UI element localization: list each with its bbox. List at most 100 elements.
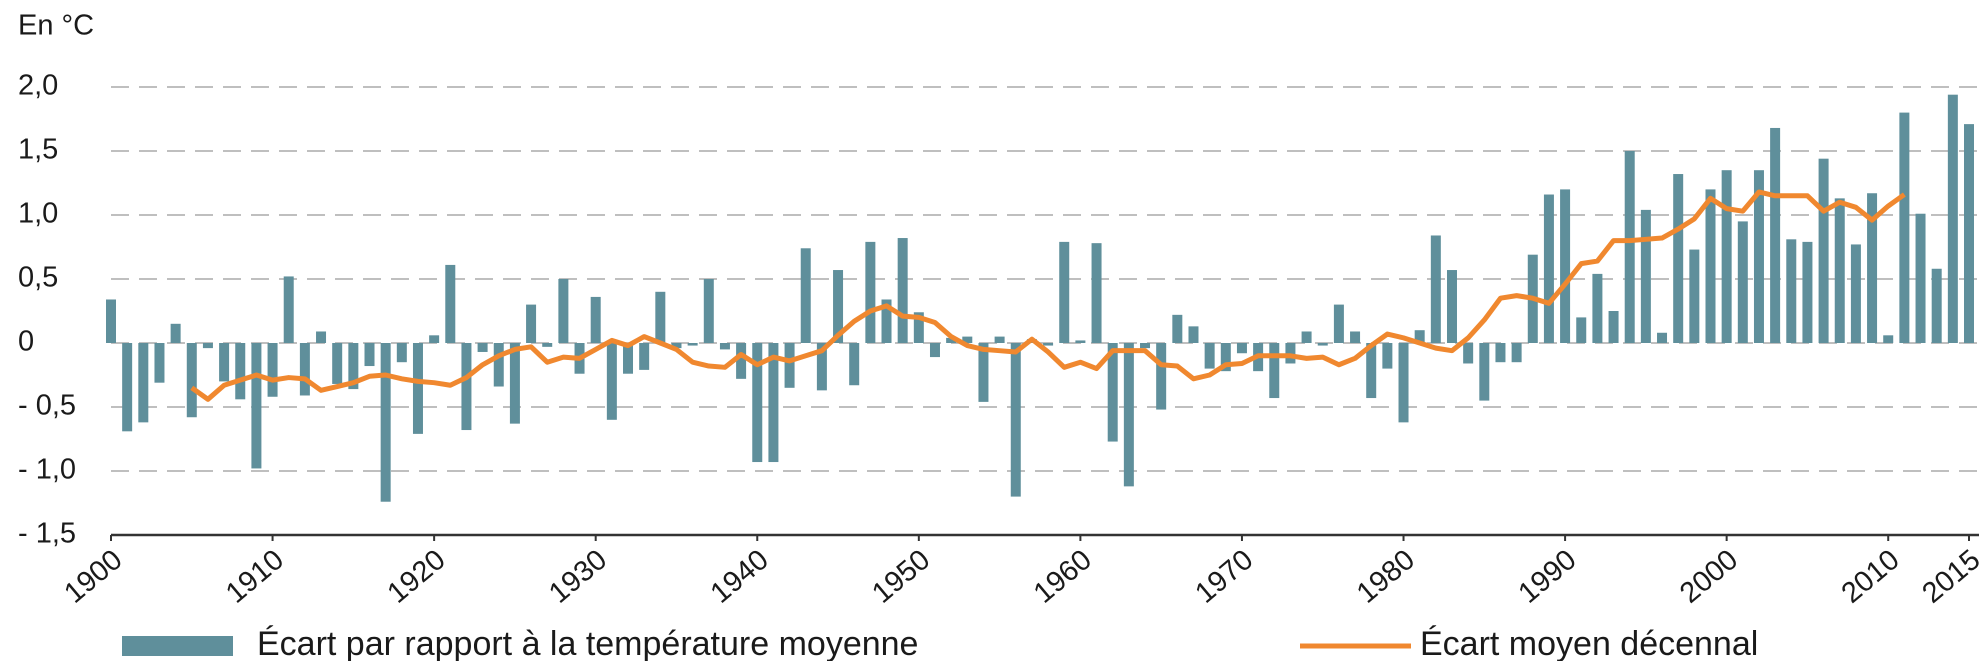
- bar: [364, 343, 375, 367]
- bar: [1204, 343, 1215, 369]
- bar: [816, 343, 827, 391]
- legend-swatch: [122, 636, 233, 656]
- bar: [719, 343, 730, 350]
- bar: [1770, 127, 1781, 344]
- y-tick-label: 0,5: [18, 262, 58, 294]
- bar: [1576, 317, 1587, 343]
- bar: [768, 343, 779, 463]
- bar: [929, 343, 940, 358]
- bar: [396, 343, 407, 363]
- bar: [1657, 332, 1668, 343]
- legend-label: Écart par rapport à la température moyen…: [257, 625, 918, 661]
- y-tick-label: - 1,0: [18, 454, 76, 486]
- bar: [299, 343, 310, 396]
- bar: [267, 343, 278, 397]
- bar: [897, 238, 908, 343]
- bar: [639, 343, 650, 370]
- x-tick-label: 2015: [1916, 544, 1979, 610]
- bar: [1285, 343, 1296, 364]
- line: [190, 189, 1906, 402]
- x-tick-label: 1970: [1189, 544, 1259, 610]
- bar: [1673, 174, 1684, 343]
- x-tick-label: 1980: [1351, 544, 1421, 610]
- bar: [1867, 193, 1878, 343]
- bar: [1156, 343, 1167, 410]
- bar: [590, 296, 601, 343]
- bar: [251, 343, 262, 469]
- bar: [1446, 270, 1457, 343]
- bar: [1059, 241, 1070, 343]
- bar: [122, 343, 133, 432]
- bar: [1689, 249, 1700, 343]
- x-tick-label: 1940: [705, 544, 775, 610]
- bar: [1640, 209, 1651, 343]
- bar: [1495, 343, 1506, 363]
- bar: [671, 343, 682, 349]
- bar: [1624, 151, 1635, 343]
- y-tick-label: - 0,5: [18, 390, 76, 422]
- bar: [1172, 314, 1183, 343]
- bar: [202, 343, 213, 349]
- bar: [1786, 239, 1797, 343]
- bar: [881, 299, 892, 343]
- bar: [445, 264, 456, 343]
- bar: [332, 343, 343, 384]
- bar: [1091, 243, 1102, 343]
- bar: [1818, 158, 1829, 343]
- bar: [1705, 189, 1716, 343]
- bar: [1964, 124, 1974, 344]
- bar: [1608, 311, 1619, 343]
- y-tick-label: 1,5: [18, 134, 58, 166]
- x-tick-label: 1960: [1028, 544, 1098, 610]
- bar: [865, 241, 876, 343]
- bar: [1382, 343, 1393, 369]
- bar: [606, 343, 617, 420]
- bar: [1931, 268, 1942, 343]
- x-tick-label: 2010: [1836, 544, 1906, 610]
- bar: [1301, 331, 1312, 343]
- y-tick-label: - 1,5: [18, 518, 76, 550]
- bar: [1479, 343, 1490, 401]
- bar: [380, 343, 391, 502]
- bar: [1850, 244, 1861, 343]
- bar: [994, 336, 1005, 343]
- bar: [1333, 304, 1344, 343]
- x-tick-label: 1910: [220, 544, 290, 610]
- x-tick-label: 1920: [382, 544, 452, 610]
- bar: [1043, 343, 1054, 346]
- bar: [283, 276, 294, 343]
- bar: [170, 323, 181, 343]
- bar: [1317, 343, 1328, 346]
- bar: [348, 343, 359, 390]
- bar: [1220, 343, 1231, 372]
- bar: [316, 331, 327, 343]
- bar: [1899, 112, 1910, 343]
- bar: [978, 343, 989, 402]
- bar: [800, 248, 811, 343]
- bar: [1737, 221, 1748, 343]
- x-tick-label: 1950: [866, 544, 936, 610]
- x-tick-label: 1930: [543, 544, 613, 610]
- bar: [477, 343, 488, 352]
- y-tick-label: 0: [18, 326, 34, 358]
- bar: [784, 343, 795, 388]
- bar: [687, 343, 698, 346]
- bar: [1140, 343, 1151, 349]
- y-tick-label: 2,0: [18, 70, 58, 102]
- x-tick-label: 1900: [58, 544, 128, 610]
- y-tick-label: 1,0: [18, 198, 58, 230]
- bar: [138, 343, 149, 423]
- bar: [106, 299, 116, 343]
- bar: [1123, 343, 1134, 487]
- legend-label: Écart moyen décennal: [1420, 625, 1758, 661]
- bar: [1753, 170, 1764, 343]
- bar: [186, 343, 197, 418]
- bar: [946, 337, 957, 343]
- x-tick-label: 2000: [1674, 544, 1744, 610]
- bar: [1560, 189, 1571, 343]
- bar: [1883, 335, 1894, 343]
- bar: [235, 343, 246, 400]
- bar: [526, 304, 537, 343]
- bar: [509, 343, 520, 424]
